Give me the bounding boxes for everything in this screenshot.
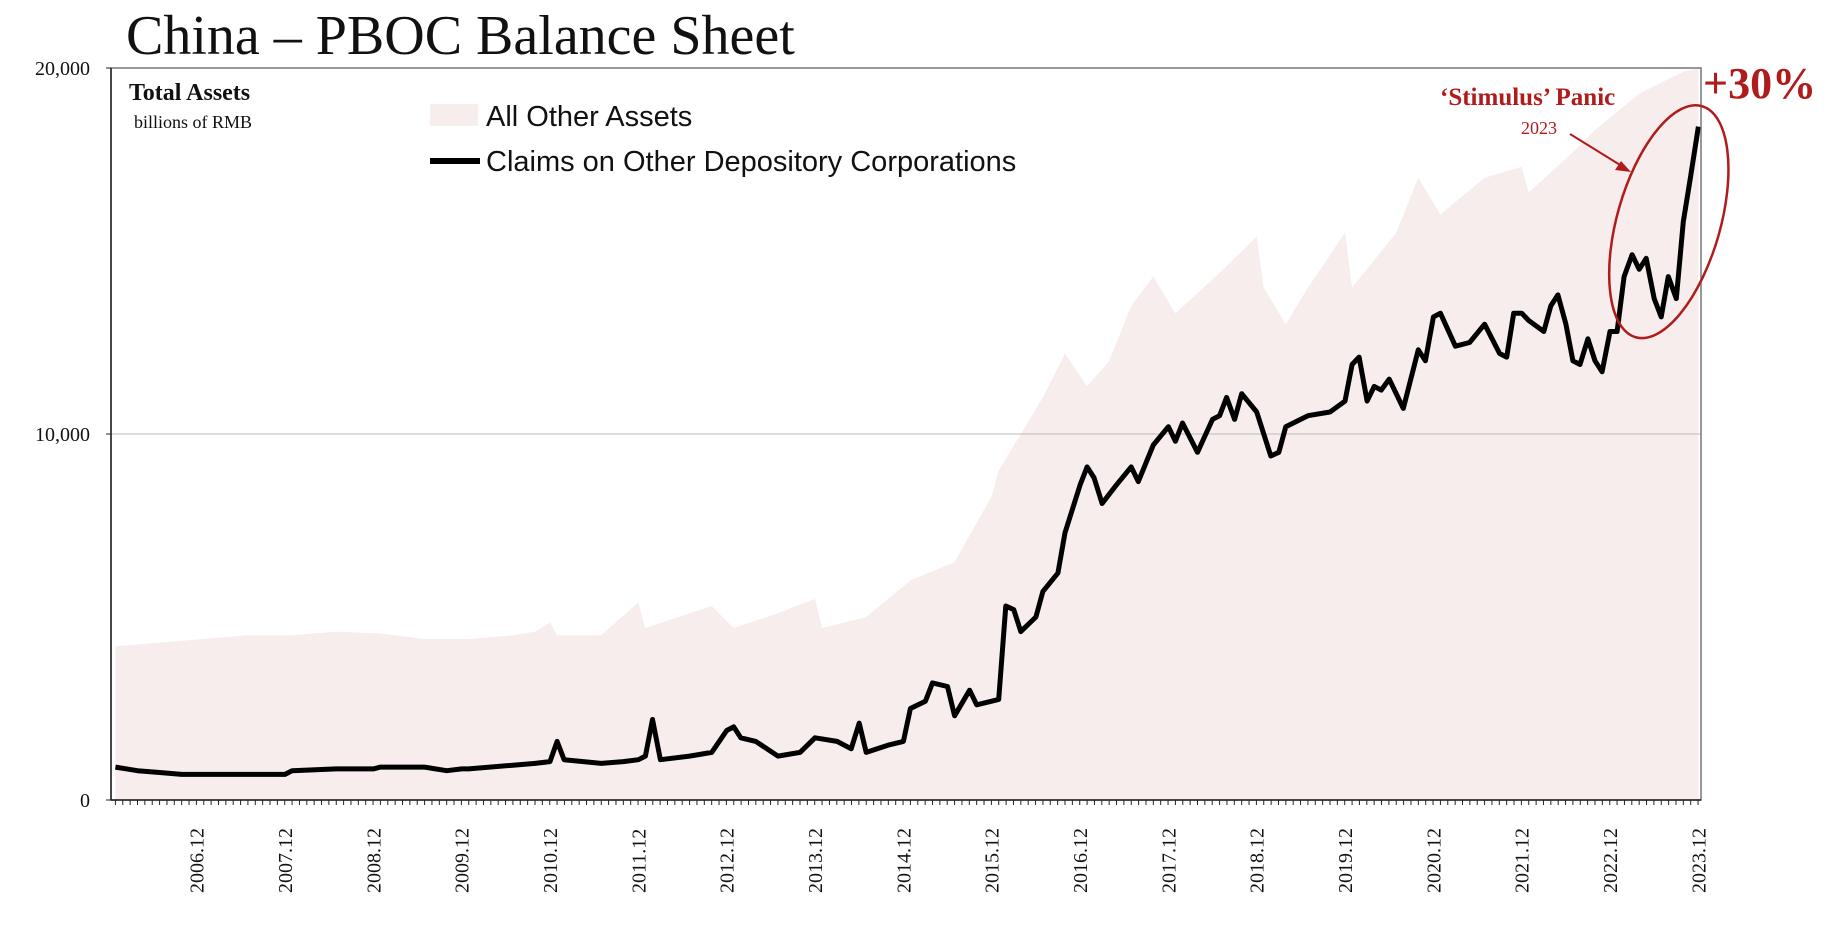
x-tick-label: 2020.12: [1423, 828, 1445, 893]
x-tick-label: 2022.12: [1600, 828, 1622, 893]
y-tick-label: 0: [80, 790, 90, 812]
chart-title: China – PBOC Balance Sheet: [126, 5, 795, 67]
y-unit-label: billions of RMB: [134, 112, 252, 132]
box-title: Total Assets: [129, 80, 250, 106]
x-tick-label: 2017.12: [1158, 828, 1180, 893]
highlight-ellipse: [1607, 104, 1730, 340]
x-tick-label: 2018.12: [1247, 828, 1269, 893]
stimulus-arrow: [1569, 133, 1626, 169]
x-tick-label: 2008.12: [363, 828, 385, 893]
stimulus-year: 2023: [1521, 118, 1557, 138]
legend: All Other Assets Claims on Other Deposit…: [430, 101, 1016, 178]
stimulus-title: ‘Stimulus’ Panic: [1440, 84, 1615, 111]
percent-change-label: +30%: [1703, 59, 1816, 108]
legend-label-other-assets: All Other Assets: [486, 101, 692, 133]
area-all-other-assets: [115, 68, 1699, 800]
x-tick-label: 2011.12: [628, 829, 650, 893]
x-tick-label: 2021.12: [1512, 828, 1534, 893]
x-tick-label: 2014.12: [893, 828, 915, 893]
x-tick-label: 2023.12: [1688, 828, 1710, 893]
line-claims-on-odc: [114, 126, 1701, 777]
x-tick-label: 2007.12: [275, 828, 297, 893]
x-tick-label: 2015.12: [982, 828, 1004, 893]
x-tick-label: 2009.12: [452, 828, 474, 893]
y-tick-label: 10,000: [35, 424, 90, 446]
legend-swatch-other-assets: [430, 104, 478, 126]
x-tick-label: 2006.12: [187, 828, 209, 893]
stimulus-arrowhead: [1615, 161, 1631, 172]
x-tick-label: 2012.12: [717, 828, 739, 893]
y-tick-label: 20,000: [35, 58, 90, 80]
x-tick-label: 2019.12: [1335, 828, 1357, 893]
stimulus-annotation: ‘Stimulus’ Panic 2023 +30%: [1440, 59, 1816, 340]
x-tick-label: 2013.12: [805, 828, 827, 893]
legend-label-claims: Claims on Other Depository Corporations: [486, 146, 1016, 178]
x-tick-label: 2010.12: [540, 828, 562, 893]
x-tick-label: 2016.12: [1070, 828, 1092, 893]
